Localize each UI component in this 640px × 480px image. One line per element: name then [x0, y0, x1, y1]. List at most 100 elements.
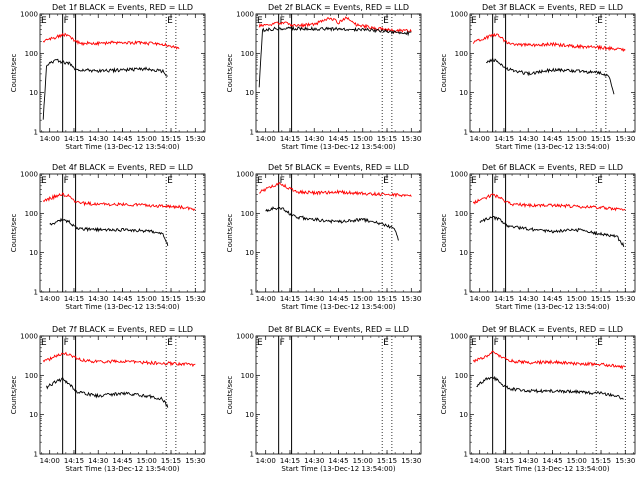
series-line-lld [42, 192, 196, 212]
y-tick-label: 1000 [236, 333, 254, 341]
x-axis-label: Start Time (13-Dec-12 13:54:00) [495, 465, 609, 473]
attenuator-marker: E [597, 176, 603, 186]
attenuator-marker: F [494, 338, 499, 348]
plot-frame [39, 13, 206, 133]
x-tick-label: 14:30 [304, 135, 324, 143]
x-tick-label: 15:00 [567, 457, 587, 465]
x-tick-label: 14:30 [88, 135, 108, 143]
series-line-events [265, 206, 399, 241]
x-axis-label: Start Time (13-Dec-12 13:54:00) [495, 143, 609, 151]
attenuator-marker: E [597, 338, 603, 348]
detector-panel-7: Det 7f BLACK = Events, RED = LLD 1 10 100 10… [10, 325, 206, 473]
detector-panel-5: Det 5f BLACK = Events, RED = LLD 1 10 100 10… [226, 163, 422, 311]
y-tick-label: 100 [241, 372, 254, 380]
plot-frame [255, 13, 422, 133]
y-tick-label: 1000 [20, 333, 38, 341]
y-tick-label: 1 [464, 129, 468, 137]
x-axis-label: Start Time (13-Dec-12 13:54:00) [281, 465, 395, 473]
panel-title: Det 1f BLACK = Events, RED = LLD [52, 3, 193, 12]
x-tick-label: 14:45 [328, 295, 348, 303]
x-tick-label: 14:30 [88, 457, 108, 465]
attenuator-marker: F [280, 176, 285, 186]
x-tick-label: 15:15 [591, 295, 611, 303]
attenuator-marker: E [471, 338, 477, 348]
series-line-events [46, 377, 169, 408]
x-axis-label: Start Time (13-Dec-12 13:54:00) [281, 303, 395, 311]
x-tick-label: 14:45 [112, 295, 132, 303]
x-tick-label: 15:30 [615, 457, 635, 465]
y-axis-label: Counts/sec [226, 54, 234, 93]
attenuator-marker: E [41, 338, 47, 348]
attenuator-marker: F [64, 16, 69, 26]
x-tick-label: 15:30 [185, 135, 205, 143]
detector-panel-2: Det 2f BLACK = Events, RED = LLD 1 10 100 10… [226, 3, 422, 151]
x-tick-label: 14:00 [470, 457, 490, 465]
y-axis-label: Counts/sec [226, 214, 234, 253]
attenuator-marker: E [597, 16, 603, 26]
plot-frame [469, 13, 636, 133]
y-tick-label: 1000 [236, 11, 254, 19]
attenuator-marker: F [64, 338, 69, 348]
attenuator-marker: F [280, 16, 285, 26]
x-tick-label: 15:15 [377, 295, 397, 303]
x-tick-label: 15:30 [401, 295, 421, 303]
attenuator-marker: E [257, 176, 263, 186]
detector-panel-8: Det 8f BLACK = Events, RED = LLD 1 10 100 10… [226, 325, 422, 473]
y-tick-label: 1 [464, 289, 468, 297]
x-tick-label: 15:30 [615, 135, 635, 143]
series-line-events [476, 375, 624, 400]
series-line-lld [259, 182, 412, 198]
attenuator-marker: E [471, 16, 477, 26]
x-tick-label: 15:00 [137, 457, 157, 465]
detector-panel-4: Det 4f BLACK = Events, RED = LLD 1 10 100 10… [10, 163, 206, 311]
x-tick-label: 14:00 [256, 135, 276, 143]
attenuator-marker: E [41, 16, 47, 26]
y-tick-label: 100 [241, 210, 254, 218]
x-axis-label: Start Time (13-Dec-12 13:54:00) [65, 465, 179, 473]
x-tick-label: 14:30 [304, 457, 324, 465]
x-tick-label: 15:30 [185, 457, 205, 465]
y-tick-label: 10 [29, 411, 38, 419]
x-tick-label: 14:30 [518, 135, 538, 143]
x-tick-label: 14:45 [112, 457, 132, 465]
x-tick-label: 15:00 [567, 295, 587, 303]
attenuator-marker: E [383, 338, 389, 348]
y-tick-label: 100 [25, 50, 38, 58]
x-tick-label: 15:00 [353, 457, 373, 465]
attenuator-marker: E [167, 16, 173, 26]
x-tick-label: 15:15 [377, 457, 397, 465]
x-tick-label: 14:15 [494, 295, 514, 303]
x-tick-label: 14:45 [542, 135, 562, 143]
y-tick-label: 10 [459, 411, 468, 419]
x-tick-label: 14:30 [304, 295, 324, 303]
x-tick-label: 14:30 [88, 295, 108, 303]
x-tick-label: 14:00 [40, 135, 60, 143]
attenuator-marker: F [64, 176, 69, 186]
y-tick-label: 10 [245, 249, 254, 257]
x-tick-label: 14:45 [328, 135, 348, 143]
y-tick-label: 10 [459, 249, 468, 257]
x-axis-label: Start Time (13-Dec-12 13:54:00) [65, 143, 179, 151]
y-axis-label: Counts/sec [10, 214, 18, 253]
series-line-lld [42, 351, 196, 368]
y-tick-label: 100 [455, 210, 468, 218]
y-tick-label: 1 [34, 289, 38, 297]
x-tick-label: 14:00 [470, 295, 490, 303]
x-tick-label: 14:15 [280, 295, 300, 303]
x-axis-label: Start Time (13-Dec-12 13:54:00) [65, 303, 179, 311]
x-tick-label: 14:00 [470, 135, 490, 143]
y-tick-label: 1000 [236, 171, 254, 179]
panel-title: Det 7f BLACK = Events, RED = LLD [52, 325, 193, 334]
x-tick-label: 14:00 [40, 295, 60, 303]
y-axis-label: Counts/sec [226, 376, 234, 415]
x-tick-label: 14:00 [40, 457, 60, 465]
y-tick-label: 1000 [20, 11, 38, 19]
y-axis-label: Counts/sec [10, 54, 18, 93]
x-tick-label: 14:45 [328, 457, 348, 465]
y-axis-label: Counts/sec [440, 54, 448, 93]
series-line-lld [42, 32, 180, 50]
x-axis-label: Start Time (13-Dec-12 13:54:00) [281, 143, 395, 151]
plot-frame [255, 335, 422, 455]
x-tick-label: 15:00 [353, 135, 373, 143]
y-axis-label: Counts/sec [10, 376, 18, 415]
